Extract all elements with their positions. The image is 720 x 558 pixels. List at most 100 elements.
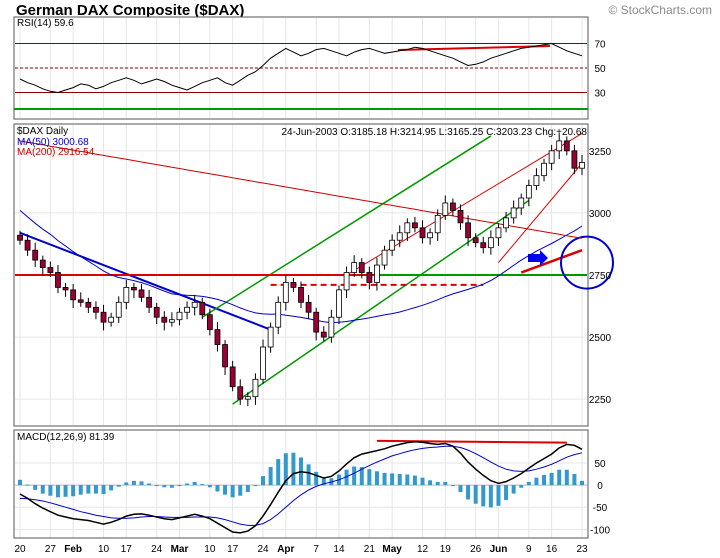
candle-body-down: [17, 234, 23, 241]
x-tick-label: 14: [333, 544, 345, 555]
candle-body-down: [70, 289, 77, 301]
candle-body-down: [290, 282, 297, 288]
macd-hist-bar: [496, 485, 501, 506]
candle-body-up: [336, 289, 342, 318]
candle-body-up: [381, 249, 388, 266]
candle-body-down: [153, 306, 160, 318]
macd-hist-bar: [390, 473, 395, 486]
candle: [85, 297, 92, 313]
candle-body-down: [131, 287, 137, 291]
macd-hist-bar: [412, 475, 417, 486]
x-tick-label: 24: [151, 544, 163, 555]
candle-body-up: [351, 262, 358, 273]
candle-body-up: [115, 301, 122, 318]
rsi-line: [19, 42, 583, 94]
candle: [328, 309, 335, 343]
candle: [161, 311, 168, 331]
candle: [396, 225, 403, 248]
candle-body-up: [184, 306, 190, 313]
candle-body-down: [161, 316, 168, 323]
macd-hist-bar: [344, 469, 349, 486]
candle-body-down: [85, 301, 92, 308]
candle: [17, 230, 23, 245]
macd-hist-bar: [306, 464, 311, 486]
macd-hist-bar: [534, 477, 539, 486]
candle-body-down: [214, 329, 221, 345]
x-tick-label: 21: [364, 544, 376, 555]
rsi-tick-label: 70: [594, 40, 606, 51]
candle: [24, 234, 31, 256]
candle-body-down: [563, 140, 570, 152]
candle-body-up: [518, 197, 525, 209]
red-arrow-line: [520, 248, 583, 274]
candle-body-down: [412, 222, 418, 229]
candle: [229, 360, 236, 392]
macd-hist-bar: [557, 469, 562, 486]
candle: [153, 302, 160, 325]
candle: [206, 308, 213, 336]
candle: [237, 379, 244, 405]
candle-body-up: [404, 222, 411, 234]
candle-body-down: [62, 287, 69, 291]
price-tick-label: 2750: [589, 271, 612, 282]
x-tick-label: 27: [45, 544, 57, 555]
price-tick-label: 2500: [589, 333, 612, 344]
x-tick-label: 7: [313, 544, 319, 555]
candle: [374, 257, 380, 291]
watermark: © StockCharts.com: [608, 3, 712, 17]
candle-body-up: [168, 319, 175, 323]
x-tick-label: 19: [440, 544, 452, 555]
macd-hist-bar: [207, 485, 212, 488]
macd-hist-bar: [405, 474, 410, 486]
candle-body-down: [305, 301, 312, 313]
candle-body-down: [472, 237, 479, 244]
macd-hist-bar: [40, 485, 45, 494]
channel-lower-line: [232, 199, 530, 405]
candle: [351, 255, 358, 277]
macd-hist-bar: [253, 485, 258, 487]
ohlc-readout: 24-Jun-2003 O:3185.18 H:3214.95 L:3165.2…: [281, 127, 587, 138]
candle: [146, 289, 153, 313]
candle-body-down: [419, 227, 426, 239]
macd-hist-bar: [580, 480, 584, 486]
candle-body-up: [374, 264, 380, 283]
macd-hist-bar: [542, 475, 547, 486]
candle-body-down: [449, 202, 456, 211]
candle: [244, 392, 251, 407]
candle-body-up: [282, 282, 289, 303]
macd-hist-bar: [131, 480, 136, 486]
candle-body-down: [47, 267, 54, 273]
macd-hist-bar: [564, 469, 569, 486]
candle: [457, 204, 464, 230]
candle-body-up: [495, 227, 502, 239]
candle: [108, 312, 115, 327]
macd-hist-bar: [458, 485, 463, 493]
macd-hist-bar: [450, 485, 455, 487]
x-tick-label: 17: [121, 544, 133, 555]
rsi-tick-label: 50: [594, 64, 606, 75]
candle-body-up: [343, 272, 350, 291]
macd-hist-bar: [397, 473, 402, 486]
candle: [184, 301, 190, 320]
candle: [533, 168, 540, 191]
macd-hist-bar: [526, 481, 531, 486]
rsi-tick-label: 30: [594, 89, 606, 100]
x-tick-label: Mar: [171, 544, 189, 555]
candle: [267, 322, 274, 353]
macd-hist-bar: [504, 485, 509, 500]
candle: [381, 245, 388, 270]
x-tick-label: Feb: [64, 544, 82, 555]
macd-hist-bar: [466, 485, 471, 500]
macd-hist-bar: [55, 485, 60, 498]
macd-label: MACD(12,26,9) 81.39: [17, 432, 115, 443]
candle-body-up: [396, 232, 403, 241]
ma200-legend: MA(200) 2916.54: [17, 147, 95, 158]
candle: [427, 228, 434, 245]
ma50-line: [19, 210, 583, 324]
macd-hist-bar: [169, 485, 174, 488]
macd-tick-label: -100: [590, 525, 610, 536]
candle: [252, 373, 259, 405]
macd-hist-bar: [124, 482, 129, 486]
candle-body-down: [320, 331, 327, 338]
macd-hist-bar: [283, 453, 288, 486]
